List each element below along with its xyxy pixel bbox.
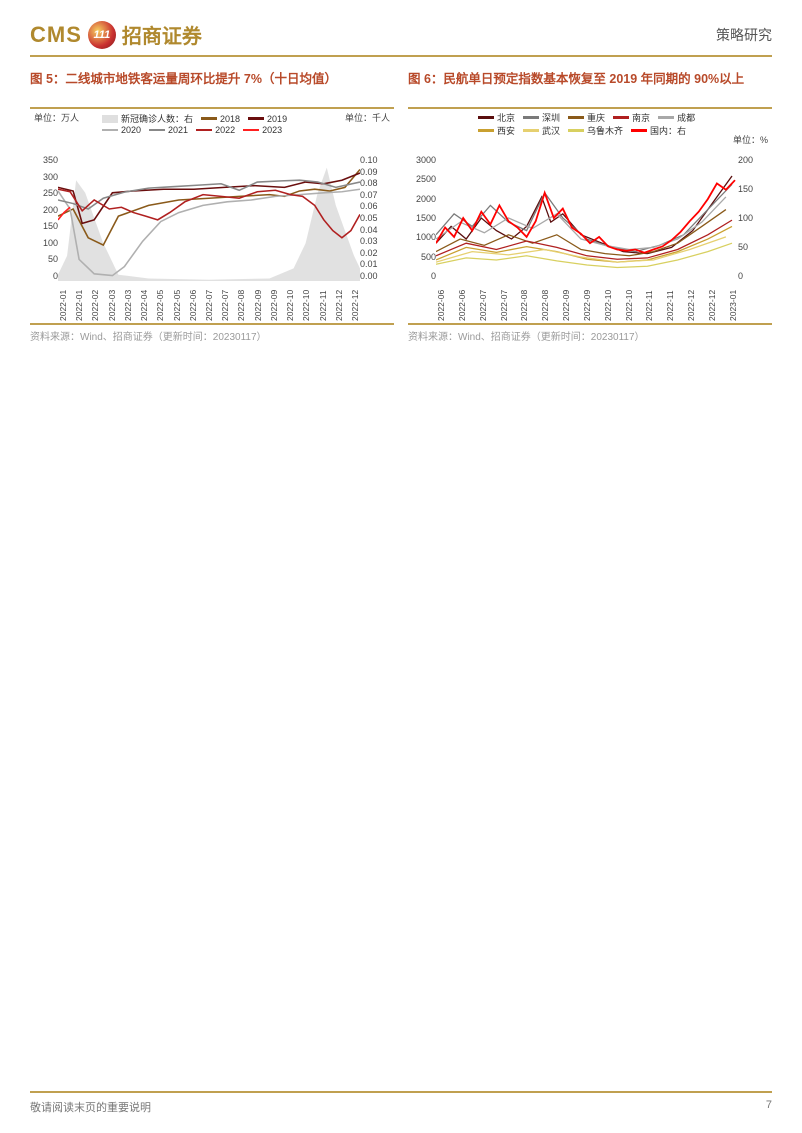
chart6-x-axis: 2022-062022-062022-072022-072022-082022-…: [436, 281, 738, 321]
chart6-plot: [436, 155, 738, 281]
logo-circle-icon: 111: [88, 21, 116, 49]
page-number: 7: [766, 1099, 772, 1115]
chart6-legend: 北京深圳重庆南京成都西安武汉乌鲁木齐国内：右: [478, 111, 738, 137]
chart5-y-left: 350300250200150100500: [32, 155, 58, 281]
chart6-column: 图 6：民航单日预定指数基本恢复至 2019 年同期的 90%以上 单位：% 北…: [408, 71, 772, 343]
chart6-unit-right: 单位：%: [733, 133, 768, 146]
chart6-title: 图 6：民航单日预定指数基本恢复至 2019 年同期的 90%以上: [408, 71, 772, 105]
chart5-box: 单位：万人 单位：千人 新冠确诊人数：右20182019202020212022…: [30, 107, 394, 325]
chart5-x-axis: 2022-012022-012022-022022-032022-032022-…: [58, 281, 360, 321]
logo-block: CMS 111 招商证券: [30, 20, 202, 49]
chart5-title: 图 5：二线城市地铁客运量周环比提升 7%（十日均值）: [30, 71, 394, 105]
chart5-y-right: 0.100.090.080.070.060.050.040.030.020.01…: [360, 155, 392, 281]
chart5-legend: 新冠确诊人数：右201820192020202120222023: [102, 112, 302, 135]
chart5-unit-left: 单位：万人: [34, 111, 79, 124]
chart5-unit-right: 单位：千人: [345, 111, 390, 124]
logo-abbr: CMS: [30, 22, 82, 48]
header-section-label: 策略研究: [716, 25, 772, 45]
chart5-column: 图 5：二线城市地铁客运量周环比提升 7%（十日均值） 单位：万人 单位：千人 …: [30, 71, 394, 343]
chart5-plot: [58, 155, 360, 281]
page-header: CMS 111 招商证券 策略研究: [30, 20, 772, 57]
chart6-y-right: 200150100500: [738, 155, 770, 281]
page-footer: 敬请阅读末页的重要说明 7: [30, 1091, 772, 1115]
footer-disclaimer: 敬请阅读末页的重要说明: [30, 1099, 151, 1115]
logo-text: 招商证券: [122, 20, 202, 49]
chart6-box: 单位：% 北京深圳重庆南京成都西安武汉乌鲁木齐国内：右 300025002000…: [408, 107, 772, 325]
chart5-source: 资料来源：Wind、招商证券（更新时间：20230117）: [30, 328, 394, 343]
chart6-source: 资料来源：Wind、招商证券（更新时间：20230117）: [408, 328, 772, 343]
charts-row: 图 5：二线城市地铁客运量周环比提升 7%（十日均值） 单位：万人 单位：千人 …: [30, 71, 772, 343]
chart6-y-left: 300025002000150010005000: [410, 155, 436, 281]
